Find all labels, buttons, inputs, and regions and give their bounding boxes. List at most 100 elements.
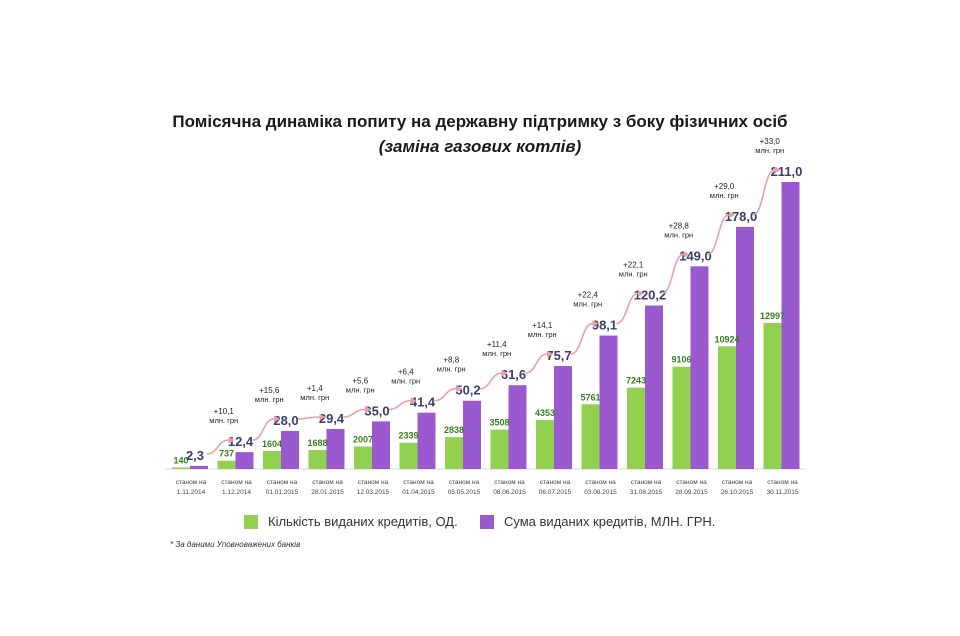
increment-unit-label: млн. грн (391, 377, 420, 386)
increment-unit-label: млн. грн (619, 270, 648, 279)
increment-unit-label: млн. грн (437, 365, 466, 374)
count-data-label: 2339 (398, 431, 418, 441)
increment-arrow (297, 416, 320, 420)
count-bar (672, 366, 691, 469)
increment-unit-label: млн. грн (346, 385, 375, 394)
footnote: * За даними Уповноважених банків (170, 540, 301, 549)
count-bar (354, 446, 372, 469)
x-tick-label: 1.11.2014 (177, 489, 206, 496)
increment-arrowhead (274, 415, 280, 423)
sum-data-label: 61,6 (501, 367, 526, 382)
sum-data-label: 28,0 (273, 413, 298, 428)
sum-bar (372, 421, 390, 469)
sum-data-label: 50,2 (455, 383, 480, 398)
count-data-label: 9106 (671, 355, 691, 365)
count-data-label: 2007 (353, 434, 373, 444)
count-data-label: 1604 (262, 439, 282, 449)
increment-value-label: +10,1 (214, 407, 235, 416)
count-bar (490, 429, 509, 469)
x-tick-label: 05.05.2015 (448, 489, 481, 496)
increment-arrowhead (456, 385, 462, 393)
increment-value-label: +15,6 (259, 386, 280, 395)
x-tick-label: станом на (312, 479, 343, 486)
sum-data-label: 35,0 (364, 403, 389, 418)
legend-swatch-count (244, 515, 258, 529)
x-tick-label: станом на (676, 479, 707, 486)
increment-arrowhead (638, 290, 644, 298)
sum-data-label: 29,4 (319, 411, 345, 426)
sum-data-label: 211,0 (771, 164, 803, 179)
increment-unit-label: млн. грн (528, 330, 557, 339)
increment-arrow (252, 418, 275, 441)
increment-arrowhead (319, 413, 326, 421)
increment-arrowhead (365, 405, 371, 413)
x-tick-label: станом на (494, 479, 525, 486)
increment-arrowhead (774, 166, 781, 174)
x-tick-label: станом на (449, 479, 480, 486)
x-tick-label: 31.08.2015 (630, 489, 663, 496)
count-data-label: 1688 (307, 438, 327, 448)
count-bar (581, 404, 600, 469)
legend-label-count: Кількість виданих кредитів, ОД. (268, 514, 458, 529)
x-tick-label: станом на (176, 479, 207, 486)
count-bar (445, 437, 463, 469)
x-tick-label: 08.06.2015 (493, 489, 526, 496)
x-tick-label: станом на (358, 479, 389, 486)
increment-unit-label: млн. грн (573, 300, 602, 309)
chart-title: Помісячна динаміка попиту на державну пі… (172, 112, 788, 131)
x-tick-label: станом на (722, 479, 753, 486)
increment-value-label: +22,4 (578, 291, 599, 300)
increment-arrow (434, 387, 457, 402)
x-tick-label: станом на (585, 479, 616, 486)
x-tick-label: станом на (403, 479, 434, 486)
x-tick-label: 06.07.2015 (539, 489, 572, 496)
x-tick-label: 28.09.2015 (675, 489, 708, 496)
sum-data-label: 98,1 (592, 318, 617, 333)
count-bar (172, 467, 190, 469)
sum-data-label: 149,0 (679, 248, 712, 263)
count-bar (399, 442, 418, 469)
x-tick-label: станом на (540, 479, 571, 486)
increment-arrowhead (410, 397, 417, 405)
x-tick-label: 1.12.2014 (222, 489, 251, 496)
sum-data-label: 12,4 (228, 434, 254, 449)
increment-value-label: +5,6 (352, 376, 368, 385)
increment-arrowhead (547, 350, 553, 358)
count-bar (308, 450, 327, 469)
sum-bar (645, 305, 663, 469)
x-tick-label: 03.08.2015 (584, 489, 617, 496)
increment-value-label: +22,1 (623, 261, 644, 270)
increment-arrow (525, 353, 548, 375)
increment-arrowhead (228, 436, 235, 444)
x-tick-label: станом на (767, 479, 798, 486)
x-tick-label: станом на (221, 479, 252, 486)
x-tick-label: 30.11.2015 (766, 489, 798, 496)
increment-arrowhead (729, 211, 735, 219)
sum-bar (690, 266, 709, 469)
x-tick-label: 12.03.2015 (357, 489, 390, 496)
increment-arrow (388, 399, 411, 411)
legend-label-sum: Сума виданих кредитів, МЛН. ГРН. (504, 514, 716, 529)
sum-data-label: 120,2 (634, 288, 667, 303)
sum-bar (190, 465, 208, 469)
count-bar (263, 450, 281, 469)
increment-value-label: +8,8 (443, 356, 459, 365)
sum-bar (281, 430, 299, 469)
increment-arrowhead (501, 369, 508, 377)
increment-unit-label: млн. грн (209, 416, 238, 425)
sum-bar (736, 226, 754, 469)
increment-arrowhead (592, 320, 599, 328)
chart-subtitle: (заміна газових котлів) (378, 137, 582, 156)
sum-bar (508, 385, 527, 469)
increment-arrow (707, 214, 730, 256)
increment-arrow (206, 439, 229, 455)
increment-value-label: +14,1 (532, 321, 553, 330)
sum-bar (463, 400, 481, 469)
x-tick-label: станом на (267, 479, 298, 486)
count-data-label: 7243 (626, 376, 646, 386)
increment-value-label: +28,8 (669, 221, 690, 230)
count-data-label: 4353 (535, 408, 555, 418)
x-tick-label: 01.04.2015 (402, 489, 435, 496)
count-data-label: 12997 (760, 311, 785, 321)
